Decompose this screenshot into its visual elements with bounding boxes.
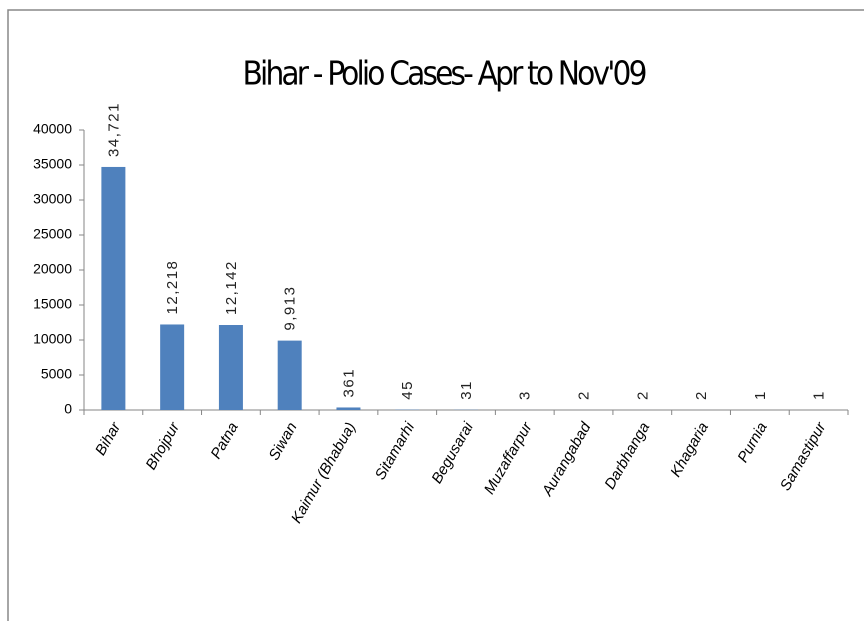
value-label: 2	[634, 390, 651, 400]
value-label: 9,913	[282, 286, 299, 331]
value-label: 1	[811, 390, 828, 400]
value-label: 12,142	[223, 260, 240, 315]
bar	[336, 407, 361, 410]
bar	[101, 166, 126, 410]
y-tick-label: 25000	[33, 226, 72, 242]
y-tick-label: 10000	[33, 331, 72, 347]
bar	[218, 325, 243, 410]
value-label: 45	[399, 380, 416, 400]
frame	[7, 9, 864, 621]
value-label: 34,721	[105, 102, 122, 157]
y-tick-label: 5000	[41, 366, 72, 382]
y-tick-label: 35000	[33, 156, 72, 172]
value-label: 1	[752, 390, 769, 400]
value-label: 2	[576, 390, 593, 400]
value-label: 2	[693, 390, 710, 400]
value-label: 12,218	[164, 260, 181, 315]
bar	[160, 324, 185, 410]
value-label: 361	[340, 368, 357, 398]
y-tick-label: 30000	[33, 191, 72, 207]
bar	[277, 340, 302, 410]
value-label: 31	[458, 380, 475, 400]
y-tick-label: 0	[64, 401, 72, 417]
y-tick-label: 15000	[33, 296, 72, 312]
chart-title: Bihar - Polio Cases- Apr to Nov'09	[243, 54, 648, 93]
value-label: 3	[517, 390, 534, 400]
y-tick-label: 20000	[33, 261, 72, 277]
y-tick-label: 40000	[33, 121, 72, 137]
